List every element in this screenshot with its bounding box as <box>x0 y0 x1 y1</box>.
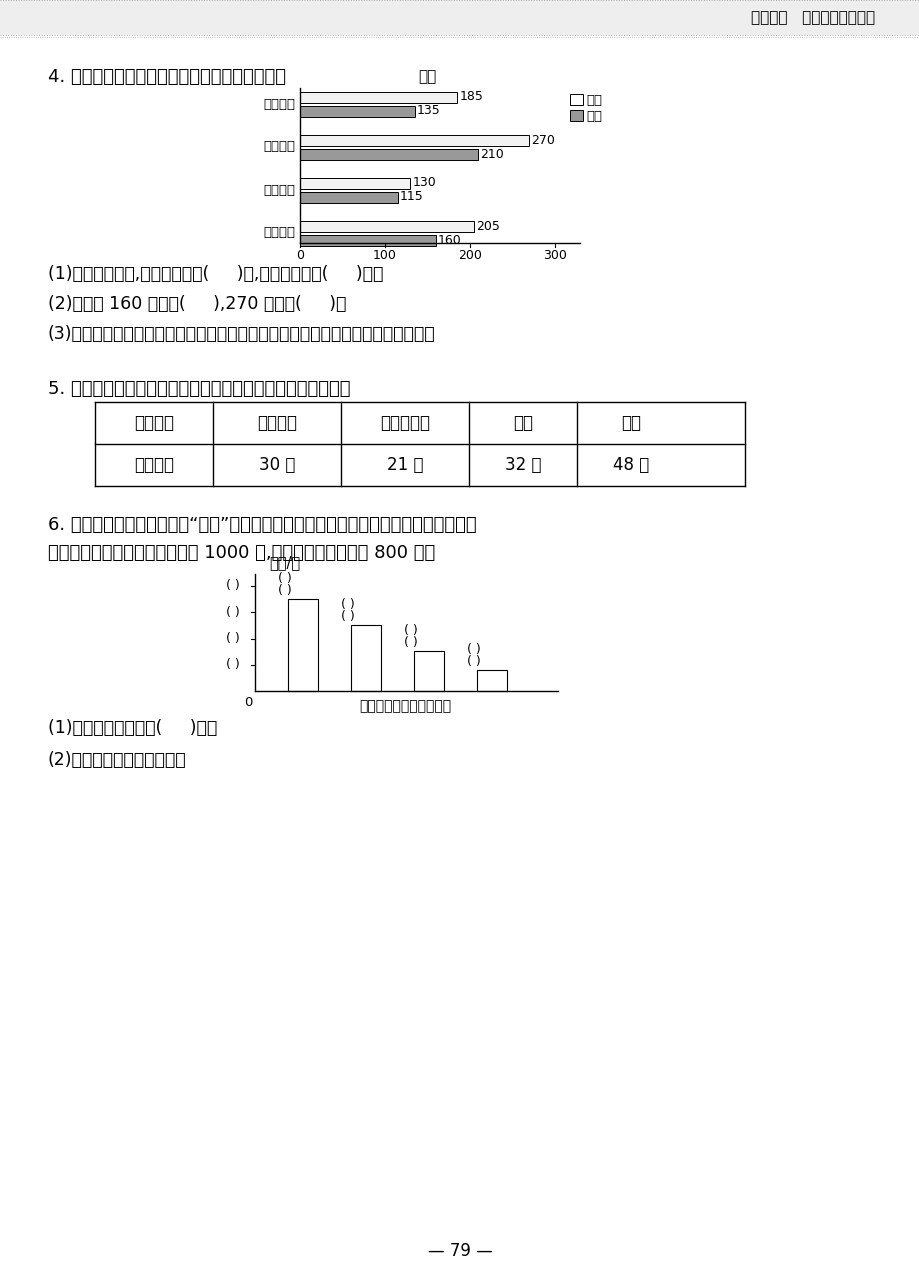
Bar <box>300 235 436 245</box>
Text: (3)小强家和小军家哪个季度的电费最高？你认为该季度电费支出高的原因是什么？: (3)小强家和小军家哪个季度的电费最高？你认为该季度电费支出高的原因是什么？ <box>48 325 436 343</box>
Text: 135: 135 <box>416 104 440 118</box>
Text: ( ): ( ) <box>403 636 417 649</box>
Text: 游的人数比选择乘长途客车的多 1000 人,乘飞机出游的人数为 800 人：: 游的人数比选择乘长途客车的多 1000 人,乘飞机出游的人数为 800 人： <box>48 544 435 562</box>
Text: — 79 —: — 79 — <box>427 1242 492 1260</box>
Text: 军事训练: 军事训练 <box>256 414 297 432</box>
Text: 第三季度: 第三季度 <box>263 141 295 154</box>
Text: ( ): ( ) <box>467 643 481 656</box>
Bar <box>570 110 583 121</box>
Text: 实践项目: 实践项目 <box>134 414 174 432</box>
Text: 第一季度: 第一季度 <box>263 227 295 240</box>
Bar <box>300 135 529 145</box>
Bar <box>300 105 414 117</box>
Text: 第六单元   数据的表示和分析: 第六单元 数据的表示和分析 <box>750 10 874 26</box>
Text: 160: 160 <box>437 234 461 246</box>
Bar <box>288 599 318 692</box>
Text: 5. 根据四年级同学社会实践意愿统计表设计制作条形统计图。: 5. 根据四年级同学社会实践意愿统计表设计制作条形统计图。 <box>48 380 350 398</box>
Text: ( ): ( ) <box>467 654 481 668</box>
Text: (1)图中每一大格表示(     )人。: (1)图中每一大格表示( )人。 <box>48 718 217 736</box>
Text: ( ): ( ) <box>226 606 240 618</box>
Text: 季度: 季度 <box>418 69 437 83</box>
Text: 30 人: 30 人 <box>258 455 295 473</box>
Bar <box>351 625 380 692</box>
Text: ( ): ( ) <box>403 625 417 638</box>
Text: 野炊: 野炊 <box>620 414 641 432</box>
Text: 200: 200 <box>458 249 482 262</box>
Text: 185: 185 <box>459 91 482 104</box>
Text: 第四季度: 第四季度 <box>263 98 295 110</box>
Text: 小军: 小军 <box>585 109 601 122</box>
Text: ( ): ( ) <box>278 572 291 585</box>
Text: ( ): ( ) <box>278 584 291 597</box>
Text: (2)你能将上图补充完整吗？: (2)你能将上图补充完整吗？ <box>48 751 187 769</box>
Text: 115: 115 <box>400 190 423 204</box>
Text: 参观博物馆: 参观博物馆 <box>380 414 429 432</box>
Text: 小强: 小强 <box>585 94 601 106</box>
Text: ( ): ( ) <box>226 580 240 593</box>
Text: 人数/人: 人数/人 <box>269 556 301 570</box>
Text: 郊游: 郊游 <box>513 414 532 432</box>
Text: ( ): ( ) <box>341 609 355 624</box>
Text: ( ): ( ) <box>226 633 240 645</box>
Text: 300: 300 <box>542 249 566 262</box>
Bar <box>300 177 410 189</box>
Text: 130: 130 <box>412 177 436 190</box>
Text: 第二季度: 第二季度 <box>263 183 295 196</box>
Text: 48 人: 48 人 <box>612 455 649 473</box>
Text: 100: 100 <box>373 249 396 262</box>
Bar <box>300 91 457 103</box>
Text: (1)去年第四季度,小强家电费为(     )元,小军家电费为(     )元。: (1)去年第四季度,小强家电费为( )元,小军家电费为( )元。 <box>48 266 383 284</box>
Text: 0: 0 <box>296 249 303 262</box>
Bar <box>570 94 583 105</box>
Text: 6. 下图是某旅游网站对人们“十一”出行选用交通工具情况进行调查后得知选择乘火车出: 6. 下图是某旅游网站对人们“十一”出行选用交通工具情况进行调查后得知选择乘火车… <box>48 516 476 534</box>
Text: 21 人: 21 人 <box>386 455 423 473</box>
Bar <box>300 149 478 159</box>
Text: 205: 205 <box>476 219 500 232</box>
Text: 火车自驾车飞机长途客车: 火车自驾车飞机长途客车 <box>359 699 451 713</box>
Bar <box>0 0 919 35</box>
Text: ( ): ( ) <box>341 598 355 611</box>
Bar <box>414 652 444 692</box>
Bar <box>300 191 397 203</box>
Bar <box>300 221 473 231</box>
Text: ( ): ( ) <box>226 658 240 671</box>
Text: 0: 0 <box>244 695 252 709</box>
Text: 210: 210 <box>480 148 504 160</box>
Text: 选择人数: 选择人数 <box>134 455 174 473</box>
Bar <box>476 670 506 692</box>
Text: (2)图中的 160 元表示(     ),270 元表示(     )。: (2)图中的 160 元表示( ),270 元表示( )。 <box>48 295 346 313</box>
Text: 4. 小强家和小军家去年各季度电费情况如下图：: 4. 小强家和小军家去年各季度电费情况如下图： <box>48 68 286 86</box>
Text: 270: 270 <box>531 133 555 146</box>
Text: 32 人: 32 人 <box>505 455 540 473</box>
